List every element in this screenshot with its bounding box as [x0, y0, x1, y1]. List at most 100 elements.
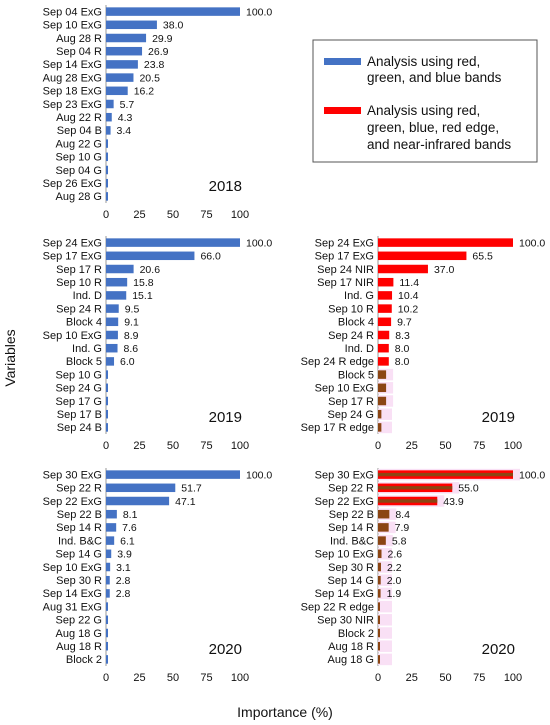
bar: [378, 423, 382, 432]
bar: [106, 139, 108, 148]
category-label: Block 5: [338, 369, 374, 381]
bar-highlight: [378, 614, 392, 626]
x-tick-label: 0: [375, 440, 381, 452]
bar: [106, 304, 119, 313]
bar: [378, 655, 380, 664]
category-label: Block 2: [338, 628, 374, 640]
data-label: 6.1: [120, 535, 135, 547]
category-label: Sep 17 R: [56, 264, 102, 276]
category-label: Sep 04 B: [57, 125, 102, 137]
data-label: 6.0: [120, 356, 135, 368]
bar: [378, 357, 389, 366]
category-label: Sep 22 B: [329, 509, 374, 521]
category-label: Sep 04 R: [56, 46, 102, 58]
bar: [106, 330, 118, 340]
bar: [378, 409, 382, 419]
bar: [378, 370, 387, 379]
bar: [106, 238, 240, 247]
bar: [106, 383, 108, 393]
bar-highlight: [378, 600, 392, 613]
category-label: Aug 22 G: [56, 138, 102, 150]
legend-rgb-line1: Analysis using red,: [367, 54, 480, 69]
category-label: Ind. G: [344, 290, 374, 302]
category-label: Sep 30 ExG: [315, 469, 374, 481]
bar: [106, 470, 240, 479]
bar: [106, 357, 115, 366]
data-label: 100.0: [246, 237, 272, 249]
x-tick-label: 50: [167, 440, 179, 452]
category-label: Sep 24 NIR: [317, 264, 374, 276]
bar: [378, 562, 381, 572]
bar: [106, 509, 117, 519]
data-label: 16.2: [134, 86, 155, 98]
category-label: Sep 10 G: [56, 369, 102, 381]
category-label: Sep 26 ExG: [43, 178, 102, 190]
legend-multi-line2: green, blue, red edge,: [367, 120, 499, 135]
category-label: Sep 10 R: [328, 303, 374, 315]
bar: [106, 112, 112, 122]
category-label: Sep 23 ExG: [43, 99, 102, 111]
category-label: Sep 17 NIR: [317, 277, 374, 289]
data-label: 43.9: [443, 496, 464, 508]
x-tick-label: 0: [103, 440, 109, 452]
category-label: Sep 04 G: [56, 165, 102, 177]
bar: [378, 317, 392, 327]
bar-highlight: [378, 627, 392, 639]
bar: [378, 549, 382, 559]
x-tick-label: 100: [231, 440, 249, 452]
year-label: 2020: [482, 641, 515, 658]
category-label: Sep 30 NIR: [317, 615, 374, 627]
bar-highlight: [378, 548, 392, 560]
data-label: 23.8: [144, 59, 165, 71]
legend-multi-line1: Analysis using red,: [367, 103, 480, 118]
category-label: Sep 10 G: [56, 152, 102, 164]
legend-rgb-line2: green, and blue bands: [367, 70, 502, 85]
bar: [106, 126, 111, 135]
category-label: Ind. D: [345, 343, 374, 355]
category-label: Sep 24 R: [328, 330, 374, 342]
category-label: Sep 14 ExG: [43, 588, 102, 600]
category-label: Sep 24 ExG: [43, 237, 102, 249]
category-label: Sep 14 G: [56, 549, 102, 561]
bar: [106, 20, 157, 30]
data-label: 8.1: [123, 509, 138, 521]
category-label: Sep 14 R: [56, 522, 102, 534]
bar: [106, 33, 147, 43]
year-label: 2018: [209, 178, 242, 195]
category-label: Sep 10 ExG: [315, 549, 374, 561]
category-label: Sep 17 R: [328, 396, 374, 408]
data-label: 11.4: [399, 277, 419, 289]
data-label: 29.9: [152, 33, 173, 45]
bar: [378, 615, 380, 625]
bar-highlight: [378, 640, 392, 652]
category-label: Aug 28 G: [56, 191, 102, 203]
data-label: 100.0: [246, 469, 272, 481]
x-tick-label: 75: [473, 672, 485, 684]
category-label: Sep 22 G: [56, 615, 102, 627]
legend-multi-line3: and near-infrared bands: [367, 137, 511, 152]
bar: [378, 343, 389, 353]
category-label: Ind. G: [72, 343, 102, 355]
data-label: 8.6: [124, 343, 139, 355]
category-label: Sep 14 R: [328, 522, 374, 534]
category-label: Sep 22 B: [57, 509, 102, 521]
category-label: Sep 14 G: [328, 575, 374, 587]
bar: [106, 370, 108, 379]
data-label: 9.5: [125, 303, 140, 315]
legend-swatch-rgb: [324, 58, 361, 65]
category-label: Sep 30 ExG: [43, 469, 102, 481]
category-label: Block 2: [66, 654, 102, 666]
category-label: Sep 30 R: [328, 562, 374, 574]
year-label: 2020: [209, 641, 242, 658]
data-label: 3.4: [117, 125, 132, 137]
data-label: 37.0: [434, 264, 455, 276]
year-label: 2019: [482, 409, 515, 426]
data-label: 2.6: [388, 549, 403, 561]
data-label: 8.0: [395, 343, 410, 355]
category-label: Ind. D: [73, 290, 102, 302]
bar-overlay: [378, 486, 453, 490]
bar-highlight: [378, 574, 392, 586]
bar-highlight: [378, 408, 392, 420]
legend: Analysis using red, green, and blue band…: [312, 39, 538, 163]
bar: [378, 238, 513, 247]
